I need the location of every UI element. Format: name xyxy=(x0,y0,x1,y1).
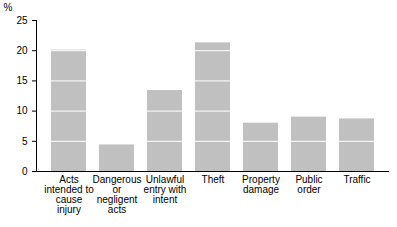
svg-text:Theft: Theft xyxy=(202,174,225,185)
svg-text:25: 25 xyxy=(16,15,28,26)
svg-text:Publicorder: Publicorder xyxy=(295,174,322,195)
svg-text:0: 0 xyxy=(22,166,28,177)
svg-text:Propertydamage: Propertydamage xyxy=(242,174,280,195)
svg-text:Dangerousornegligentacts: Dangerousornegligentacts xyxy=(93,174,142,215)
svg-text:5: 5 xyxy=(22,136,28,147)
svg-text:20: 20 xyxy=(16,45,28,56)
svg-text:%: % xyxy=(4,2,13,13)
svg-text:15: 15 xyxy=(16,75,28,86)
svg-text:Actsintended tocauseinjury: Actsintended tocauseinjury xyxy=(44,174,94,215)
svg-text:Unlawfulentry withintent: Unlawfulentry withintent xyxy=(144,174,187,205)
svg-text:10: 10 xyxy=(16,105,28,116)
svg-text:Traffic: Traffic xyxy=(343,174,370,185)
